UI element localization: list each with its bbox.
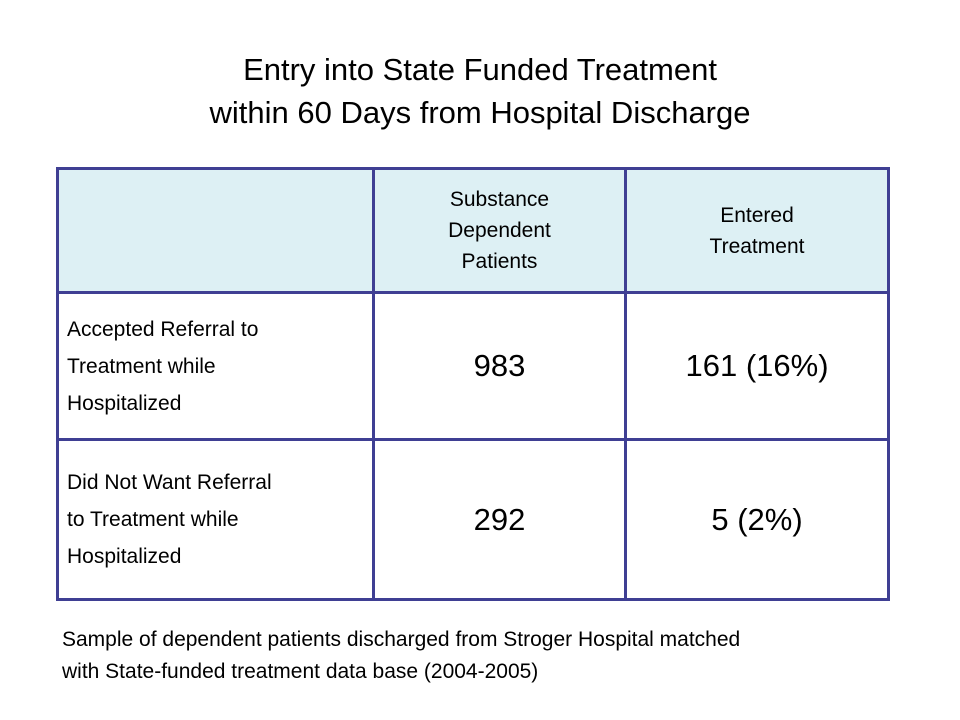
header-col1-line: Patients xyxy=(461,250,538,273)
footnote-line-2: with State-funded treatment data base (2… xyxy=(62,660,539,683)
treatment-entry-table: Substance Dependent Patients Entered Tre… xyxy=(56,167,890,601)
row-label-line: Hospitalized xyxy=(67,545,182,568)
table-row: Accepted Referral to Treatment while Hos… xyxy=(56,291,890,441)
row-label-did-not-want-referral: Did Not Want Referral to Treatment while… xyxy=(56,438,375,601)
cell-patients-accepted: 983 xyxy=(372,291,627,441)
row-label-line: Hospitalized xyxy=(67,391,182,415)
row-label-accepted-referral: Accepted Referral to Treatment while Hos… xyxy=(56,291,375,441)
row-label-line: to Treatment while xyxy=(67,508,239,531)
cell-patients-declined: 292 xyxy=(372,438,627,601)
title-line-1: Entry into State Funded Treatment xyxy=(243,52,717,87)
cell-entered-declined: 5 (2%) xyxy=(624,438,890,601)
header-col1-line: Substance xyxy=(449,188,550,211)
row-label-line: Treatment while xyxy=(67,354,216,378)
slide-title: Entry into State Funded Treatment within… xyxy=(0,48,960,134)
header-col1-line: Dependent xyxy=(448,219,551,242)
header-col2-line: Entered xyxy=(720,203,794,227)
table-header-row: Substance Dependent Patients Entered Tre… xyxy=(56,167,890,294)
row-label-line: Accepted Referral to xyxy=(67,317,259,341)
header-corner-cell xyxy=(56,167,375,294)
cell-entered-accepted: 161 (16%) xyxy=(624,291,890,441)
row-label-line: Did Not Want Referral xyxy=(67,471,272,494)
table-row: Did Not Want Referral to Treatment while… xyxy=(56,438,890,601)
header-entered-treatment: Entered Treatment xyxy=(624,167,890,294)
header-col2-line: Treatment xyxy=(709,234,805,258)
footnote-line-1: Sample of dependent patients discharged … xyxy=(62,628,741,651)
footnote: Sample of dependent patients discharged … xyxy=(62,624,740,688)
header-substance-dependent-patients: Substance Dependent Patients xyxy=(372,167,627,294)
title-line-2: within 60 Days from Hospital Discharge xyxy=(209,95,751,130)
